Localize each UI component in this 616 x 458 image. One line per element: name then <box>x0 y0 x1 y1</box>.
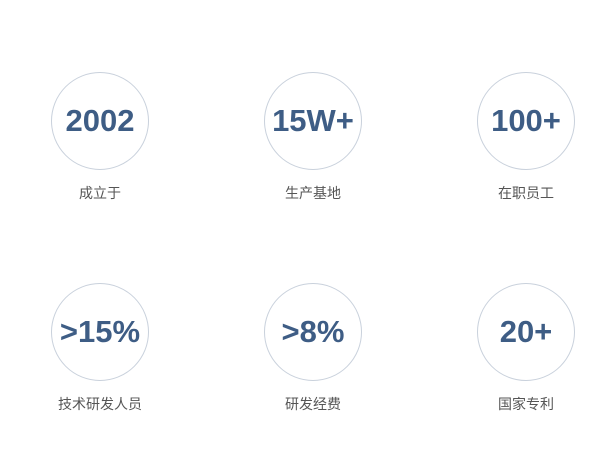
stat-circle: 20+ <box>477 283 575 381</box>
stat-value: 100+ <box>491 103 561 138</box>
stat-value: 15W+ <box>272 103 354 138</box>
stat-circle: >8% <box>264 283 362 381</box>
stat-label: 在职员工 <box>498 186 554 202</box>
stat-founded: 2002 成立于 <box>20 72 180 203</box>
stat-rd-funding: >8% 研发经费 <box>233 283 393 414</box>
stat-label: 研发经费 <box>285 397 341 413</box>
stat-production-base: 15W+ 生产基地 <box>233 72 393 203</box>
stat-label: 生产基地 <box>285 186 341 202</box>
stat-value: 20+ <box>499 314 553 349</box>
stat-value: 2002 <box>65 103 135 138</box>
stat-circle: >15% <box>51 283 149 381</box>
stat-label: 国家专利 <box>498 397 554 413</box>
stat-label: 技术研发人员 <box>58 397 142 413</box>
stat-label: 成立于 <box>79 186 121 202</box>
stat-employees: 100+ 在职员工 <box>446 72 606 203</box>
stat-patents: 20+ 国家专利 <box>446 283 606 414</box>
stat-circle: 100+ <box>477 72 575 170</box>
stat-value: >15% <box>59 314 141 349</box>
stat-value: >8% <box>281 314 345 349</box>
stat-rd-staff: >15% 技术研发人员 <box>20 283 180 414</box>
stat-circle: 15W+ <box>264 72 362 170</box>
stat-circle: 2002 <box>51 72 149 170</box>
